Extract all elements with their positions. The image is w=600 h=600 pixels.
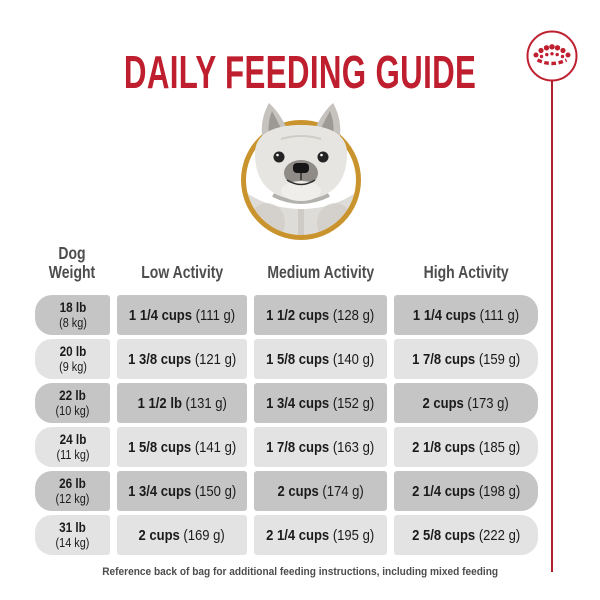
table-header-row: Dog Weight Low Activity Medium Activity … [35, 243, 538, 283]
royal-canin-crown-icon [526, 30, 578, 82]
medium-activity-cell: 2 cups (174 g) [254, 471, 387, 511]
high-activity-cell: 2 1/4 cups (198 g) [394, 471, 538, 511]
crown-band [536, 58, 568, 66]
table-row: 31 lb (14 kg) 2 cups (169 g) 2 1/4 cups (… [35, 515, 538, 555]
high-activity-cell: 2 cups (173 g) [394, 383, 538, 423]
table-row: 22 lb (10 kg) 1 1/2 lb (131 g) 1 3/4 cups… [35, 383, 538, 423]
low-activity-cell: 1 3/4 cups (150 g) [117, 471, 247, 511]
header-dog-line: Dog [58, 243, 87, 263]
column-header-medium-activity: Medium Activity [267, 262, 375, 283]
table-row: 24 lb (11 kg) 1 5/8 cups (141 g) 1 7/8 cu… [35, 427, 538, 467]
dog-head [255, 125, 347, 201]
gold-ring [241, 120, 361, 240]
crown-dots [533, 44, 571, 59]
logo-circle [526, 30, 578, 82]
high-activity-cell: 1 1/4 cups (111 g) [394, 295, 538, 335]
column-header-dog-weight: Dog Weight [35, 243, 110, 283]
medium-activity-cell: 1 5/8 cups (140 g) [254, 339, 387, 379]
high-activity-cell: 1 7/8 cups (159 g) [394, 339, 538, 379]
low-activity-cell: 1 1/4 cups (111 g) [117, 295, 247, 335]
medium-activity-cell: 1 1/2 cups (128 g) [254, 295, 387, 335]
table-row: 20 lb (9 kg) 1 3/8 cups (121 g) 1 5/8 cup… [35, 339, 538, 379]
table-row: 26 lb (12 kg) 1 3/4 cups (150 g) 2 cups (… [35, 471, 538, 511]
column-header-high-activity: High Activity [423, 262, 509, 283]
low-activity-cell: 1 5/8 cups (141 g) [117, 427, 247, 467]
high-activity-cell: 2 5/8 cups (222 g) [394, 515, 538, 555]
table-row: 18 lb (8 kg) 1 1/4 cups (111 g) 1 1/2 cup… [35, 295, 538, 335]
medium-activity-cell: 2 1/4 cups (195 g) [254, 515, 387, 555]
low-activity-cell: 1 1/2 lb (131 g) [117, 383, 247, 423]
high-activity-cell: 2 1/8 cups (185 g) [394, 427, 538, 467]
page-title-text: DAILY FEEDING GUIDE [123, 46, 477, 98]
column-header-low-activity: Low Activity [141, 262, 223, 283]
weight-cell: 22 lb (10 kg) [35, 383, 110, 423]
weight-cell: 26 lb (12 kg) [35, 471, 110, 511]
weight-cell: 18 lb (8 kg) [35, 295, 110, 335]
crown-logo-svg [526, 30, 578, 82]
weight-cell: 31 lb (14 kg) [35, 515, 110, 555]
weight-cell: 20 lb (9 kg) [35, 339, 110, 379]
footnote-text: Reference back of bag for additional fee… [102, 566, 498, 578]
weight-cell: 24 lb (11 kg) [35, 427, 110, 467]
header-weight-line: Weight [49, 262, 96, 283]
medium-activity-cell: 1 7/8 cups (163 g) [254, 427, 387, 467]
french-bulldog-photo [225, 95, 377, 245]
brand-divider-line [551, 81, 553, 572]
low-activity-cell: 1 3/8 cups (121 g) [117, 339, 247, 379]
low-activity-cell: 2 cups (169 g) [117, 515, 247, 555]
feeding-table: 18 lb (8 kg) 1 1/4 cups (111 g) 1 1/2 cup… [35, 295, 538, 559]
dog-illustration-svg [241, 103, 361, 240]
page-title: DAILY FEEDING GUIDE [0, 49, 600, 95]
medium-activity-cell: 1 3/4 cups (152 g) [254, 383, 387, 423]
